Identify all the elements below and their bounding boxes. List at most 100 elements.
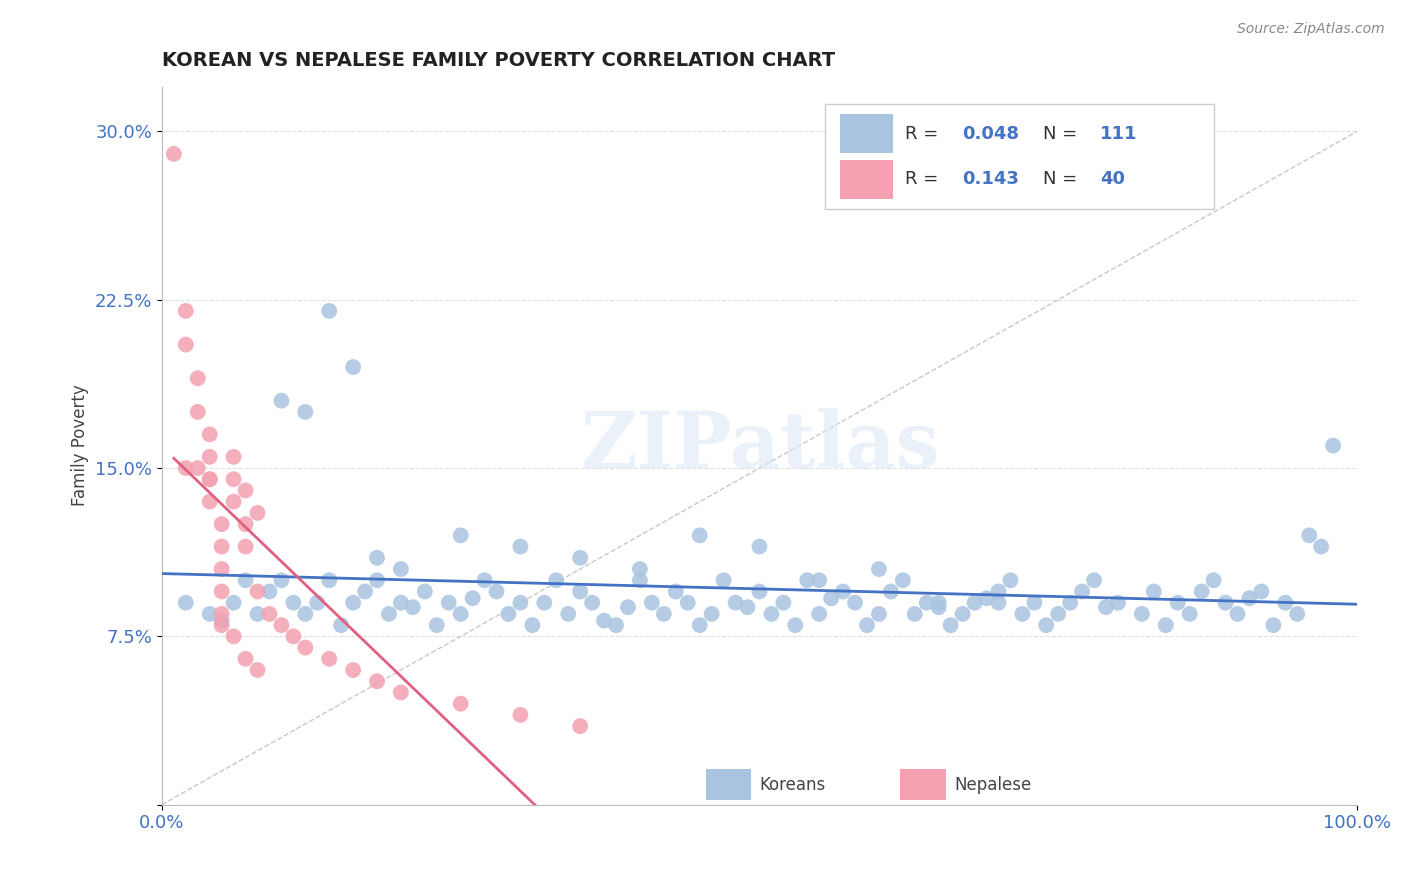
Point <box>259 584 281 599</box>
Point <box>1298 528 1320 542</box>
Point <box>330 618 353 632</box>
Point <box>246 506 269 520</box>
Point <box>904 607 927 621</box>
Point <box>868 607 890 621</box>
Point <box>952 607 974 621</box>
Point <box>1059 596 1081 610</box>
FancyBboxPatch shape <box>825 104 1213 209</box>
Point <box>581 596 603 610</box>
Point <box>211 562 233 576</box>
Point <box>437 596 460 610</box>
Y-axis label: Family Poverty: Family Poverty <box>72 384 89 507</box>
Point <box>389 685 412 699</box>
Point <box>211 607 233 621</box>
Point <box>713 574 735 588</box>
Point <box>163 146 186 161</box>
Point <box>796 574 818 588</box>
Point <box>342 663 364 677</box>
Text: 111: 111 <box>1099 125 1137 143</box>
Point <box>378 607 401 621</box>
Point <box>1047 607 1070 621</box>
Point <box>1322 439 1344 453</box>
Point <box>211 517 233 532</box>
Point <box>856 618 879 632</box>
Point <box>198 472 221 486</box>
Point <box>389 562 412 576</box>
Point <box>761 607 783 621</box>
Point <box>1286 607 1309 621</box>
Point <box>342 596 364 610</box>
Point <box>748 584 770 599</box>
Point <box>628 562 651 576</box>
Point <box>426 618 449 632</box>
Point <box>187 461 209 475</box>
Point <box>235 652 257 666</box>
Point <box>628 574 651 588</box>
Text: Source: ZipAtlas.com: Source: ZipAtlas.com <box>1237 22 1385 37</box>
Point <box>569 584 592 599</box>
Point <box>366 574 388 588</box>
Text: 0.048: 0.048 <box>963 125 1019 143</box>
Point <box>820 591 842 606</box>
Point <box>652 607 675 621</box>
Point <box>198 607 221 621</box>
Point <box>617 600 640 615</box>
Point <box>891 574 914 588</box>
Point <box>1107 596 1129 610</box>
Point <box>235 540 257 554</box>
Point <box>485 584 508 599</box>
Point <box>928 600 950 615</box>
Point <box>1274 596 1296 610</box>
Point <box>174 337 197 351</box>
Point <box>1250 584 1272 599</box>
Point <box>235 483 257 498</box>
Point <box>402 600 425 615</box>
Point <box>318 652 340 666</box>
Point <box>174 461 197 475</box>
Point <box>593 614 616 628</box>
Point <box>450 607 472 621</box>
Point <box>187 371 209 385</box>
Point <box>1083 574 1105 588</box>
Point <box>808 607 831 621</box>
Point <box>724 596 747 610</box>
Point <box>211 584 233 599</box>
Point <box>198 494 221 508</box>
Point <box>928 596 950 610</box>
Point <box>246 584 269 599</box>
Point <box>450 528 472 542</box>
Point <box>700 607 723 621</box>
Point <box>1000 574 1022 588</box>
Point <box>294 405 316 419</box>
Point <box>676 596 699 610</box>
Text: Koreans: Koreans <box>759 775 825 794</box>
Point <box>1011 607 1033 621</box>
Point <box>522 618 544 632</box>
FancyBboxPatch shape <box>839 160 893 199</box>
Point <box>461 591 484 606</box>
Point <box>689 618 711 632</box>
Point <box>198 472 221 486</box>
Point <box>307 596 329 610</box>
Text: N =: N = <box>1043 125 1083 143</box>
Point <box>246 607 269 621</box>
Point <box>413 584 436 599</box>
Text: ZIPatlas: ZIPatlas <box>579 408 939 483</box>
Point <box>915 596 938 610</box>
Point <box>689 528 711 542</box>
Point <box>641 596 664 610</box>
Point <box>748 540 770 554</box>
FancyBboxPatch shape <box>839 114 893 153</box>
Point <box>246 663 269 677</box>
Point <box>318 304 340 318</box>
Point <box>211 540 233 554</box>
Point <box>222 494 245 508</box>
Point <box>1191 584 1213 599</box>
Point <box>1130 607 1153 621</box>
Text: Nepalese: Nepalese <box>955 775 1032 794</box>
Point <box>1154 618 1177 632</box>
Point <box>1202 574 1225 588</box>
Point <box>509 596 531 610</box>
Point <box>1024 596 1046 610</box>
Point <box>283 596 305 610</box>
